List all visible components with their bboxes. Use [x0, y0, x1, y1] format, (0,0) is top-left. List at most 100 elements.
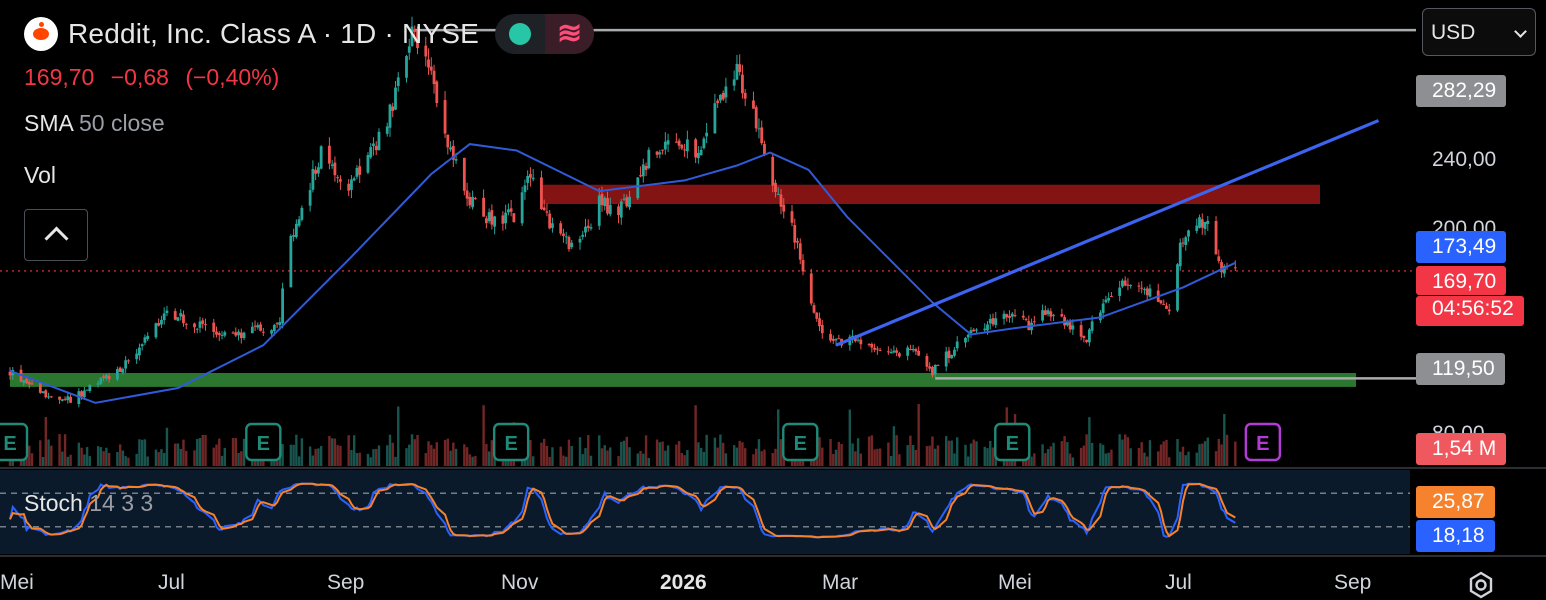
candle-body [405, 56, 408, 78]
volume-bar [471, 456, 474, 466]
volume-bar [1162, 441, 1165, 466]
candle-body [143, 337, 147, 343]
volume-bar [410, 434, 414, 466]
candle-body [776, 193, 780, 195]
stoch-k-line [9, 482, 1236, 539]
candle-body [473, 198, 477, 200]
volume-bar [174, 443, 177, 466]
candle-body [193, 323, 196, 328]
candle-body [484, 218, 488, 224]
candle-body [427, 59, 430, 68]
candle-body [771, 156, 775, 186]
volume-bar [867, 436, 871, 466]
volume-bar [1129, 448, 1132, 466]
volume-bar [617, 456, 620, 466]
volume-bar [295, 434, 298, 466]
candle-body [878, 349, 882, 351]
candle-body [713, 103, 717, 134]
candle-body [352, 178, 356, 181]
volume-bar [620, 441, 623, 466]
candle-body [487, 212, 491, 222]
candle-body [873, 347, 877, 350]
candle-body [677, 140, 681, 146]
volume-bar [201, 434, 204, 466]
symbol-header: Reddit, Inc. Class A · 1D · NYSE ≋ [24, 14, 595, 54]
volume-bar [372, 449, 375, 466]
wave-icon[interactable]: ≋ [545, 14, 595, 54]
volume-bar [1165, 439, 1168, 466]
candle-body [468, 196, 472, 206]
candle-body [223, 332, 227, 336]
volume-bar [1198, 444, 1201, 466]
candle-body [933, 364, 937, 375]
volume-bar [686, 450, 689, 466]
volume-bar [603, 445, 606, 466]
candle-body [41, 391, 45, 394]
candle-body [809, 273, 813, 304]
settings-icon[interactable] [1466, 570, 1496, 600]
candle-body [212, 322, 216, 333]
volume-bar [986, 448, 989, 466]
candle-body [22, 380, 26, 383]
candle-body [928, 366, 932, 369]
volume-legend[interactable]: Vol [24, 162, 56, 188]
candle-body [339, 179, 342, 182]
volume-bar [578, 437, 582, 466]
earnings-icon [245, 422, 282, 462]
volume-bar [851, 443, 854, 466]
candle-body [1214, 220, 1218, 255]
volume-bar [347, 435, 350, 466]
sma-legend[interactable]: SMA 50 close [24, 110, 165, 137]
volume-bar [887, 442, 890, 466]
volume-bar [39, 440, 42, 466]
candle-body [603, 197, 607, 207]
earnings-icon [0, 422, 29, 462]
volume-bar [358, 452, 361, 466]
volume-bar [432, 448, 436, 466]
candle-body [82, 390, 86, 397]
candle-body [752, 100, 755, 109]
symbol-title[interactable]: Reddit, Inc. Class A · 1D · NYSE [68, 18, 479, 49]
candle-body [741, 74, 744, 94]
candle-body [69, 396, 72, 403]
collapse-legend-button[interactable] [24, 209, 88, 261]
candle-body [542, 207, 546, 211]
volume-bar [1090, 442, 1094, 466]
candle-body [661, 149, 664, 151]
stoch-legend[interactable]: Stoch 14 3 3 [24, 490, 153, 517]
volume-bar [454, 448, 458, 466]
candle-body [889, 351, 893, 354]
candle-body [330, 164, 334, 166]
volume-bar [107, 452, 111, 466]
volume-bar [928, 445, 931, 466]
candle-body [8, 371, 12, 376]
volume-bar [983, 446, 986, 466]
volume-bar [311, 455, 315, 466]
candle-body [135, 353, 139, 360]
candle-body [812, 305, 816, 313]
volume-bar [664, 450, 667, 466]
candle-body [570, 242, 574, 248]
currency-select[interactable]: USD [1422, 8, 1536, 56]
sma-name: SMA [24, 110, 73, 136]
candle-body [451, 145, 455, 160]
volume-bar [1223, 414, 1226, 466]
market-status-pill[interactable]: ≋ [495, 14, 595, 54]
volume-bar [1071, 457, 1075, 466]
candle-body [281, 288, 284, 324]
earnings-icon-letter: E [1256, 433, 1269, 455]
volume-bar [570, 446, 573, 466]
volume-bar [1143, 452, 1146, 466]
candle-body [328, 145, 331, 164]
candle-body [831, 338, 835, 341]
volume-bar [231, 438, 235, 466]
candle-body [1090, 321, 1094, 331]
volume-bar [782, 457, 785, 466]
candle-body [655, 151, 659, 155]
candle-body [1137, 285, 1141, 287]
candle-body [1148, 288, 1152, 297]
candle-body [702, 138, 706, 149]
volume-bar [30, 453, 34, 466]
candle-body [851, 335, 854, 338]
